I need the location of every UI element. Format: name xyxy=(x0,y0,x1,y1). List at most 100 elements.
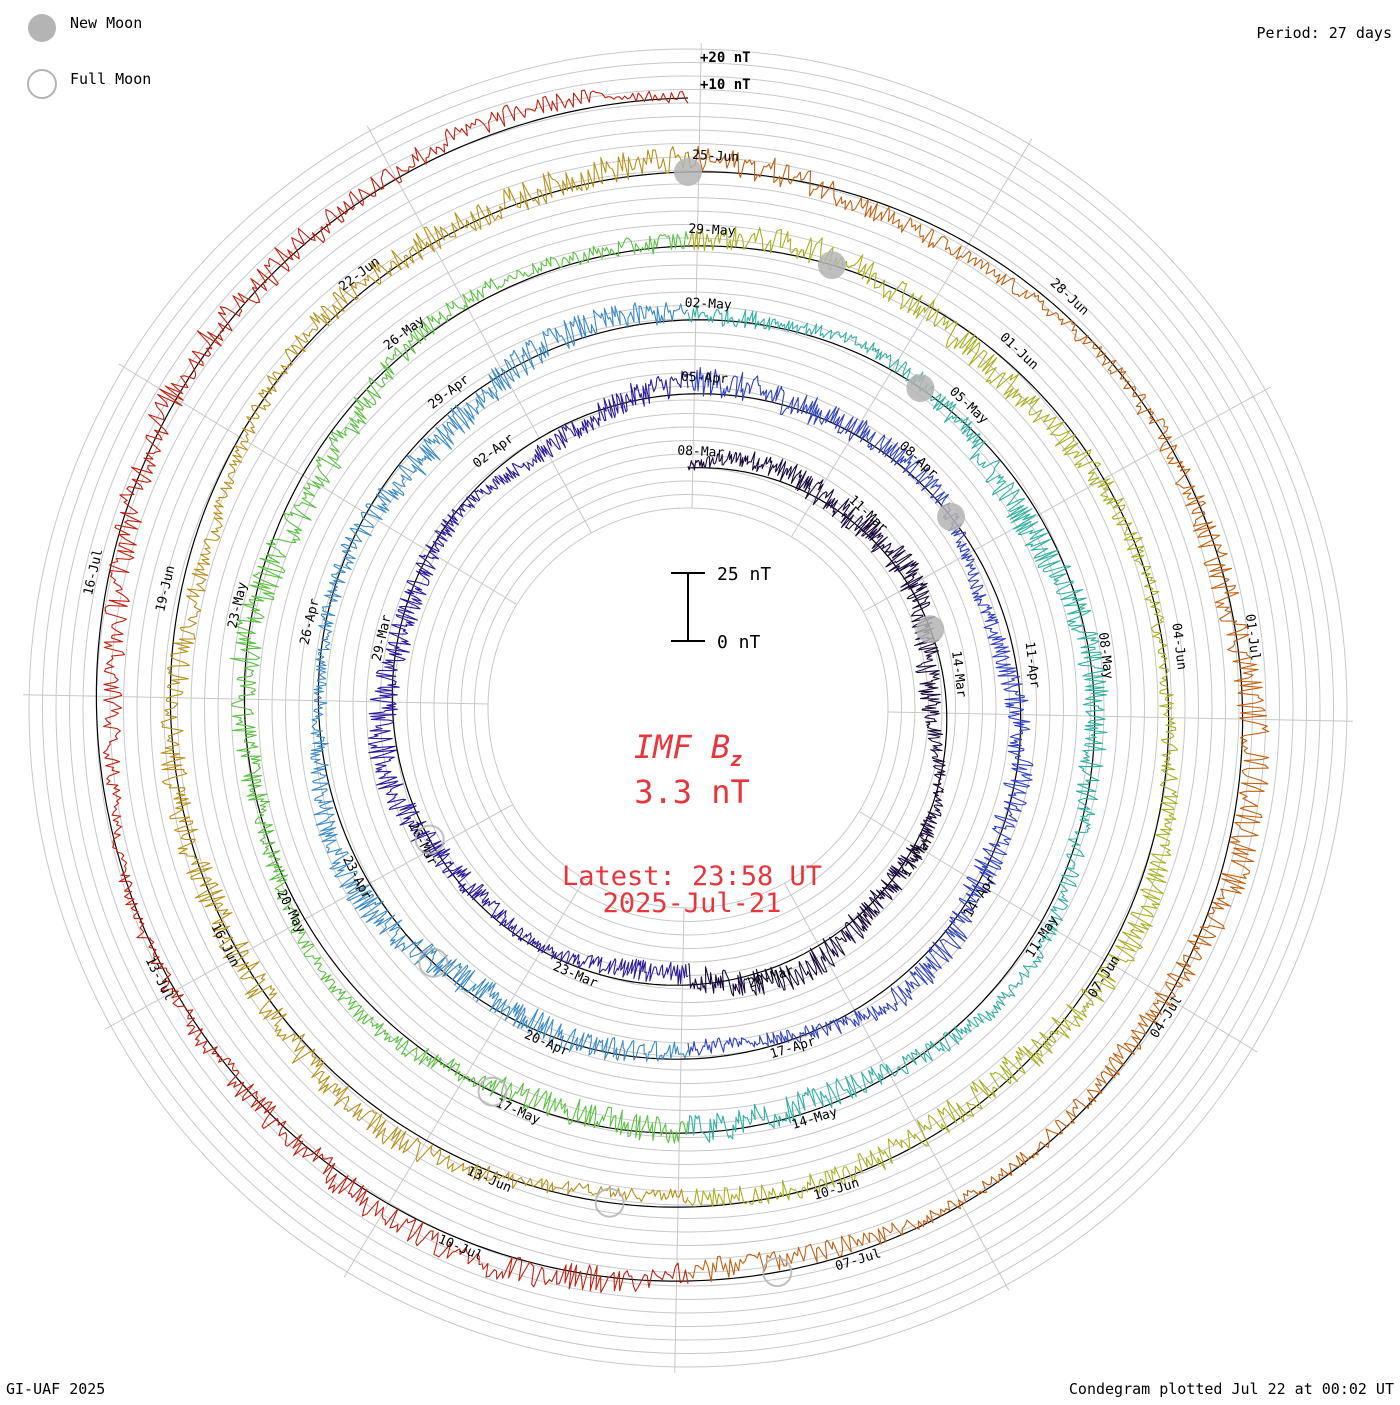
full-moon-marker xyxy=(418,947,449,978)
date-label: 02-May xyxy=(684,296,732,313)
grid-ring xyxy=(460,480,916,936)
grid-ring xyxy=(352,372,1024,1044)
grid-ring xyxy=(379,399,997,1017)
imf-bz-series-segment xyxy=(367,370,689,985)
grid-ring xyxy=(420,440,956,976)
period-label: Period: 27 days xyxy=(1257,24,1392,42)
date-label: 17-May xyxy=(493,1096,542,1128)
moon-marker-layer xyxy=(414,158,965,1288)
imf-bz-series-segment xyxy=(102,89,689,1293)
imf-bz-series-segment xyxy=(687,226,1179,1208)
full-moon-marker xyxy=(477,1076,508,1107)
full-moon-marker xyxy=(594,1187,625,1218)
current-value: 3.3 nT xyxy=(634,773,750,811)
chart-title-main: IMF B xyxy=(634,728,730,766)
new-moon-marker xyxy=(674,158,702,186)
grid-spoke xyxy=(858,811,1258,1053)
grid-ring xyxy=(136,156,1240,1260)
imf-bz-series-segment xyxy=(310,301,689,1062)
grid-ring xyxy=(298,318,1078,1098)
scale-bar-top-label: 25 nT xyxy=(717,564,771,585)
grid-ring xyxy=(339,359,1037,1057)
date-label: 29-Mar xyxy=(370,613,395,662)
grid-spoke xyxy=(791,138,1033,538)
date-label: 19-Jun xyxy=(153,564,178,613)
full-moon-marker xyxy=(762,1257,793,1288)
latest-time: Latest: 23:58 UT xyxy=(562,861,822,892)
grid-ring xyxy=(69,89,1307,1327)
new-moon-marker xyxy=(916,615,945,644)
full-moon-marker xyxy=(414,824,445,855)
date-label: 25-Jun xyxy=(692,148,740,165)
grid-spoke xyxy=(23,694,489,705)
footer-plot-time: Condegram plotted Jul 22 at 00:02 UT xyxy=(1069,1380,1394,1398)
date-label: 10-Jun xyxy=(812,1176,861,1204)
ring-label-10nt: +10 nT xyxy=(700,77,751,93)
full-moon-legend-icon xyxy=(27,69,57,99)
grid-spoke xyxy=(691,43,702,509)
new-moon-marker xyxy=(817,251,846,280)
grid-spoke xyxy=(862,386,1271,612)
spoke-layer xyxy=(23,43,1353,1373)
date-label: 02-Apr xyxy=(470,431,517,471)
data-series-layer xyxy=(102,89,1270,1293)
latest-date: 2025-Jul-21 xyxy=(603,888,782,919)
imf-bz-series-segment xyxy=(687,305,1109,1143)
new-moon-legend-icon xyxy=(28,14,56,42)
grid-ring xyxy=(150,170,1226,1246)
grid-ring xyxy=(406,426,970,990)
grid-ring xyxy=(366,386,1010,1030)
grid-spoke xyxy=(118,363,518,605)
grid-ring xyxy=(244,264,1132,1152)
imf-bz-series-segment xyxy=(160,145,689,1204)
grid-ring xyxy=(28,48,1348,1368)
grid-ring xyxy=(474,494,902,922)
grid-ring xyxy=(433,453,943,963)
grid-ring xyxy=(42,62,1334,1354)
date-label: 08-Mar xyxy=(677,444,725,461)
grid-ring xyxy=(487,507,889,909)
date-label: 20-May xyxy=(273,887,308,936)
date-label: 10-Jul xyxy=(436,1232,485,1264)
new-moon-marker xyxy=(937,502,965,531)
new-moon-legend-label: New Moon xyxy=(70,14,142,32)
grid-spoke xyxy=(887,711,1353,722)
date-label: 04-Jun xyxy=(1168,622,1189,670)
ring-label-20nt: +20 nT xyxy=(700,50,751,66)
full-moon-legend-label: Full Moon xyxy=(70,70,151,88)
imf-bz-series-segment xyxy=(687,366,1034,1056)
new-moon-marker xyxy=(906,374,935,403)
date-label: 08-May xyxy=(1095,632,1116,681)
grid-ring xyxy=(123,143,1253,1273)
grid-ring xyxy=(190,210,1186,1206)
chart-title-subscript: z xyxy=(730,747,742,771)
grid-ring xyxy=(55,75,1321,1341)
imf-bz-series-segment xyxy=(687,145,1270,1283)
grid-ring xyxy=(258,278,1118,1138)
date-label: 29-Apr xyxy=(426,372,473,412)
grid-ring xyxy=(109,129,1267,1287)
date-label: 23-Mar xyxy=(551,959,600,991)
grid-ring xyxy=(231,251,1145,1165)
date-label: 08-Apr xyxy=(896,439,941,482)
date-label: 11-Apr xyxy=(1022,641,1043,690)
grid-spoke xyxy=(366,125,592,534)
scale-bar-bottom-label: 0 nT xyxy=(717,632,761,653)
date-label: 01-Jul xyxy=(1242,613,1263,661)
grid-ring xyxy=(312,332,1064,1084)
grid-ring xyxy=(285,305,1091,1111)
date-label: 28-Jun xyxy=(1047,276,1092,319)
imf-bz-series-segment xyxy=(229,231,689,1144)
date-label: 07-Jul xyxy=(834,1246,883,1274)
date-label: 14-Mar xyxy=(948,650,969,699)
date-label: 05-Apr xyxy=(681,370,729,387)
imf-bz-series-segment xyxy=(687,450,946,997)
grid-ring xyxy=(177,197,1199,1219)
chart-title: IMF Bz xyxy=(634,728,742,771)
footer-credit: GI-UAF 2025 xyxy=(6,1380,105,1398)
date-label: 29-May xyxy=(688,222,736,239)
grid-ring xyxy=(325,345,1051,1071)
grid-ring xyxy=(393,413,983,1003)
